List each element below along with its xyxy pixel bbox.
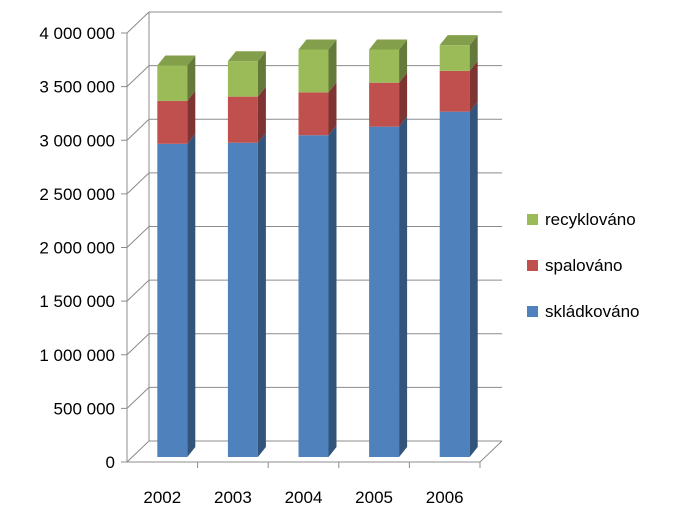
bar-side-skládkováno <box>469 101 478 457</box>
bar-front-spalováno <box>298 92 329 136</box>
bar-side-spalováno <box>399 72 408 127</box>
bar-side-skládkováno <box>399 116 408 458</box>
x-tick-label: 2002 <box>143 488 181 507</box>
bars-layer <box>157 35 478 458</box>
y-tick-label: 0 <box>106 453 115 472</box>
bar-stack-2005 <box>369 39 408 458</box>
y-tick-label: 500 000 <box>54 399 115 418</box>
y-axis-labels: 0 500 000 1 000 000 1 500 000 2 000 000 2 500… <box>39 24 115 472</box>
legend-swatch <box>527 306 538 317</box>
bar-top-recyklováno <box>369 39 408 50</box>
bar-stack-2006 <box>439 35 478 457</box>
bar-front-recyklováno <box>157 65 188 101</box>
bar-front-spalováno <box>439 70 470 112</box>
bar-stack-2004 <box>298 39 337 457</box>
bar-side-skládkováno <box>328 125 337 457</box>
bar-front-skládkováno <box>157 143 188 457</box>
side-gridline <box>126 65 150 87</box>
side-gridline <box>126 226 150 248</box>
bar-front-skládkováno <box>439 111 470 457</box>
legend-label: skládkováno <box>545 302 640 321</box>
side-gridline <box>126 333 150 356</box>
side-gridline <box>126 11 150 34</box>
bar-front-recyklováno <box>439 45 470 71</box>
side-gridline <box>126 279 150 302</box>
bar-front-recyklováno <box>227 61 258 97</box>
x-tick-label: 2006 <box>426 488 464 507</box>
bar-side-recyklováno <box>399 39 408 83</box>
bar-top-recyklováno <box>298 39 337 50</box>
bar-top-recyklováno <box>227 51 266 62</box>
bar-front-spalováno <box>369 82 400 127</box>
legend-label: spalováno <box>545 256 623 275</box>
y-tick-label: 3 000 000 <box>39 131 115 150</box>
legend-swatch <box>527 260 538 271</box>
bar-side-recyklováno <box>328 39 337 93</box>
y-tick-label: 2 000 000 <box>39 239 115 258</box>
bar-front-skládkováno <box>298 135 329 457</box>
side-gridline <box>126 387 150 409</box>
y-tick-label: 1 000 000 <box>39 346 115 365</box>
bar-side-spalováno <box>187 90 196 144</box>
y-tick-label: 2 500 000 <box>39 185 115 204</box>
floor-right-edge <box>479 440 503 463</box>
y-tick-label: 3 500 000 <box>39 78 115 97</box>
side-gridline <box>126 172 150 195</box>
bar-front-recyklováno <box>369 49 400 83</box>
y-tick-label: 4 000 000 <box>39 24 115 43</box>
x-tick-label: 2004 <box>285 488 323 507</box>
legend-swatch <box>527 214 538 225</box>
bar-side-skládkováno <box>257 132 266 457</box>
x-tick-label: 2003 <box>214 488 252 507</box>
bar-front-skládkováno <box>227 142 258 457</box>
bar-stack-2002 <box>157 55 196 457</box>
bar-stack-2003 <box>227 51 266 457</box>
side-gridline <box>126 440 150 463</box>
x-axis-labels: 2002 2003 2004 2005 2006 <box>143 488 463 507</box>
bar-side-spalováno <box>469 60 478 112</box>
bar-front-spalováno <box>157 100 188 144</box>
legend-item: spalováno <box>527 256 623 275</box>
bar-side-recyklováno <box>469 35 478 71</box>
bar-side-spalováno <box>328 82 337 136</box>
bar-side-spalováno <box>257 86 266 143</box>
legend-item: skládkováno <box>527 302 640 321</box>
bar-front-skládkováno <box>369 126 400 458</box>
bar-side-recyklováno <box>187 55 196 101</box>
bar-top-recyklováno <box>439 35 478 46</box>
y-tick-label: 1 500 000 <box>39 292 115 311</box>
x-tick-label: 2005 <box>355 488 393 507</box>
bar-side-recyklováno <box>257 51 266 97</box>
legend: recyklováno spalováno skládkováno <box>527 210 640 321</box>
bar-side-skládkováno <box>187 133 196 457</box>
bar-front-spalováno <box>227 96 258 143</box>
legend-label: recyklováno <box>545 210 636 229</box>
legend-item: recyklováno <box>527 210 636 229</box>
bar-top-recyklováno <box>157 55 196 66</box>
side-gridline <box>126 118 150 141</box>
bar-front-recyklováno <box>298 49 329 93</box>
